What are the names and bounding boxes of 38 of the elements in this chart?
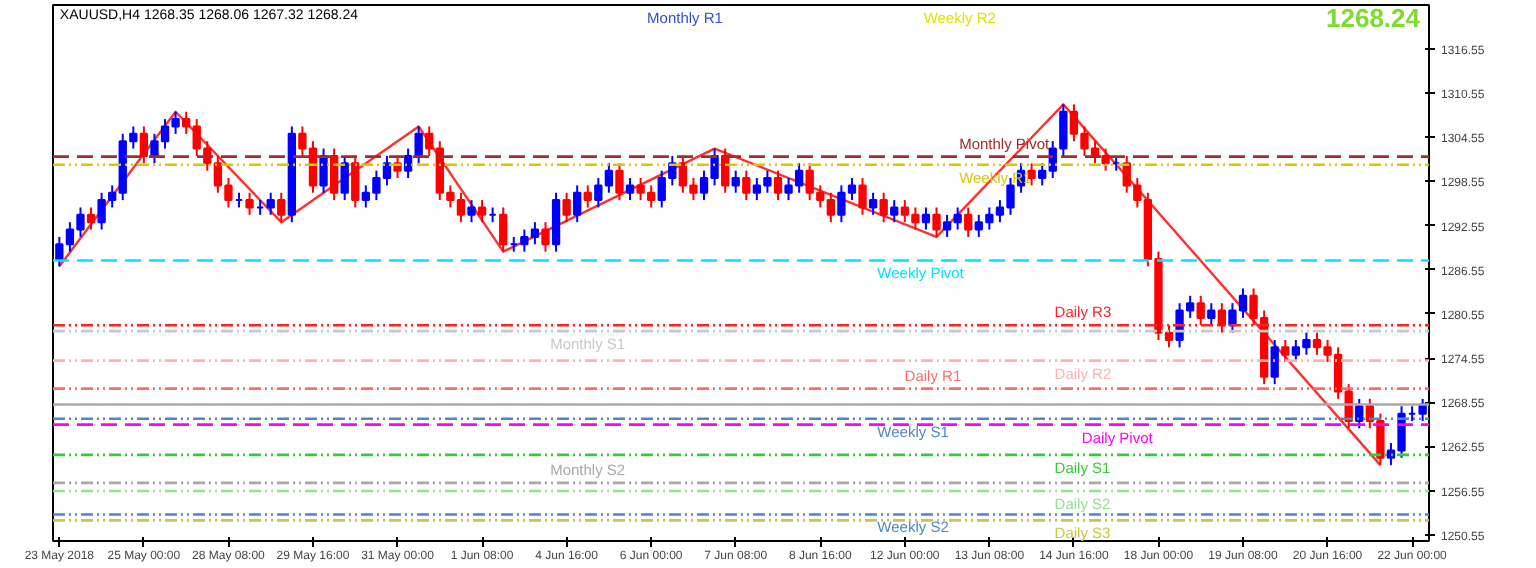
candlestick bbox=[277, 191, 286, 224]
candlestick bbox=[625, 177, 635, 202]
candlestick bbox=[541, 221, 550, 253]
candlestick bbox=[879, 191, 888, 224]
candlestick bbox=[932, 206, 941, 238]
candlestick bbox=[583, 184, 592, 209]
candlestick bbox=[1196, 294, 1205, 327]
candlestick bbox=[499, 206, 508, 253]
candlestick bbox=[319, 147, 328, 194]
candlestick bbox=[403, 147, 413, 180]
candlestick bbox=[551, 191, 561, 253]
annotation: 1268.24 bbox=[1326, 3, 1422, 33]
candlestick bbox=[1207, 302, 1216, 327]
candlestick bbox=[615, 162, 624, 202]
candlestick bbox=[1281, 339, 1290, 364]
candlestick bbox=[858, 177, 867, 216]
candlestick bbox=[139, 125, 149, 165]
candlestick bbox=[742, 169, 751, 202]
candlestick bbox=[1270, 339, 1279, 386]
candlestick bbox=[414, 125, 423, 165]
candlestick bbox=[86, 206, 96, 231]
candlestick bbox=[964, 206, 973, 238]
candlestick bbox=[573, 184, 582, 224]
candlestick bbox=[921, 206, 931, 231]
candlestick bbox=[340, 154, 349, 202]
candlestick bbox=[467, 199, 476, 224]
candlestick bbox=[1101, 147, 1110, 172]
candlestick bbox=[351, 154, 360, 209]
candlestick bbox=[731, 169, 740, 194]
candlestick bbox=[477, 199, 487, 224]
candlestick bbox=[773, 169, 783, 202]
candlestick bbox=[868, 191, 878, 216]
candlestick bbox=[1217, 302, 1227, 334]
candlestick bbox=[329, 147, 339, 202]
candlestick bbox=[266, 191, 275, 216]
candlestick bbox=[245, 191, 254, 216]
candlestick bbox=[562, 191, 571, 224]
candlestick bbox=[890, 199, 899, 224]
